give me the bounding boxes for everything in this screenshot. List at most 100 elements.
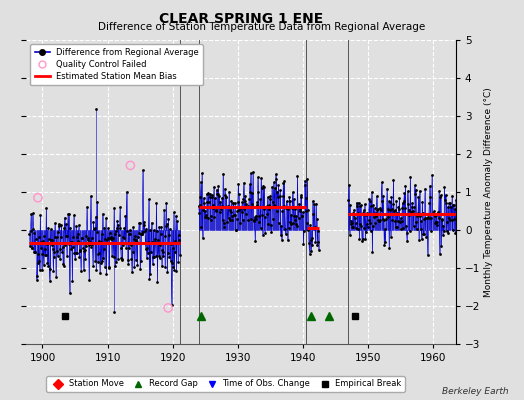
Point xyxy=(265,202,274,208)
Point xyxy=(74,238,82,245)
Point xyxy=(206,194,214,200)
Point xyxy=(110,205,118,211)
Point xyxy=(70,212,78,218)
Point xyxy=(277,232,285,238)
Point xyxy=(378,216,387,222)
Point xyxy=(165,232,173,238)
Point xyxy=(377,206,385,213)
Point xyxy=(448,193,456,200)
Point xyxy=(104,225,112,232)
Point xyxy=(126,162,135,169)
Point xyxy=(283,204,291,211)
Point xyxy=(168,260,177,266)
Point xyxy=(46,277,54,284)
Point xyxy=(407,209,416,216)
Point xyxy=(355,236,364,243)
Point xyxy=(36,267,44,273)
Point xyxy=(35,234,43,240)
Point xyxy=(50,249,59,255)
Point xyxy=(450,216,458,222)
Point xyxy=(305,240,313,246)
Point xyxy=(423,215,431,221)
Point xyxy=(112,259,121,265)
Point xyxy=(121,240,129,246)
Point xyxy=(51,234,60,240)
Point xyxy=(173,240,182,246)
Point xyxy=(175,236,183,243)
Point xyxy=(92,267,101,273)
Point xyxy=(419,210,427,216)
Point xyxy=(361,201,369,208)
Point xyxy=(424,212,432,218)
Point xyxy=(216,199,225,205)
Point xyxy=(117,254,125,261)
Point xyxy=(276,193,284,200)
Point xyxy=(235,206,244,213)
Point xyxy=(211,207,220,214)
Point xyxy=(314,239,322,245)
Point xyxy=(377,179,386,186)
Point xyxy=(363,221,371,227)
Point xyxy=(27,211,35,218)
Point xyxy=(40,252,49,258)
Point xyxy=(214,183,223,190)
Point xyxy=(201,214,209,220)
Point xyxy=(125,231,133,237)
Point xyxy=(69,233,78,240)
Point xyxy=(132,257,140,263)
Point xyxy=(83,204,91,211)
Point xyxy=(215,204,223,210)
Point xyxy=(217,206,225,212)
Point xyxy=(350,212,358,218)
Point xyxy=(366,228,375,234)
Point xyxy=(406,228,414,234)
Point xyxy=(286,198,294,204)
Point xyxy=(382,210,390,217)
Point xyxy=(26,228,35,234)
Point xyxy=(101,264,109,270)
Point xyxy=(210,214,219,220)
Point xyxy=(169,245,177,251)
Point xyxy=(258,231,267,238)
Point xyxy=(412,219,420,225)
Point xyxy=(213,191,222,198)
Point xyxy=(403,188,412,194)
Point xyxy=(411,190,419,197)
Point xyxy=(130,264,138,270)
Point xyxy=(401,204,409,211)
Point xyxy=(45,236,53,242)
Point xyxy=(278,208,287,215)
Point xyxy=(438,216,446,223)
Point xyxy=(34,251,42,257)
Point xyxy=(210,184,218,190)
Point xyxy=(247,170,255,176)
Point xyxy=(90,225,99,232)
Point xyxy=(239,180,248,186)
Point xyxy=(217,202,226,209)
Point xyxy=(146,271,155,277)
Point xyxy=(359,207,368,213)
Point xyxy=(135,220,143,226)
Point xyxy=(88,241,96,247)
Point xyxy=(86,193,95,200)
Point xyxy=(57,234,65,240)
Point xyxy=(289,220,297,226)
Point xyxy=(96,270,104,276)
Point xyxy=(392,198,400,205)
Point xyxy=(401,182,410,189)
Point xyxy=(396,218,404,225)
Point xyxy=(314,247,323,253)
Point xyxy=(436,194,444,201)
Point xyxy=(166,225,174,232)
Point xyxy=(308,235,316,242)
Point xyxy=(225,206,234,213)
Point xyxy=(299,208,307,215)
Point xyxy=(300,182,309,188)
Point xyxy=(280,203,288,209)
Point xyxy=(311,239,320,245)
Point xyxy=(300,228,308,234)
Point xyxy=(391,224,400,230)
Point xyxy=(149,227,158,234)
Point xyxy=(119,235,128,241)
Point xyxy=(145,196,153,202)
